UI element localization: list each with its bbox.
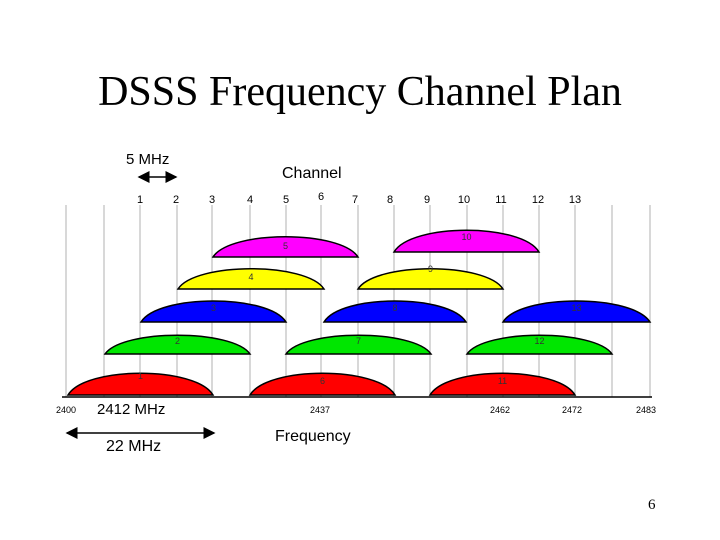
band-shape [284, 334, 433, 355]
band-shape [66, 372, 215, 396]
band-shape [428, 372, 577, 396]
channel-number: 13 [569, 194, 581, 206]
band-channel-5: 5 [211, 236, 360, 258]
channel-number: 7 [352, 194, 358, 206]
band-channel-3: 3 [139, 300, 288, 323]
band-shape [392, 229, 541, 253]
channel-axis-label: Channel [282, 165, 342, 182]
frequency-tick: 2472 [562, 405, 582, 415]
band-channel-1: 1 [66, 371, 215, 396]
band-shape [176, 268, 326, 290]
band-label: 7 [356, 336, 361, 346]
slide-title: DSSS Frequency Channel Plan [98, 69, 622, 115]
band-channel-11: 11 [428, 372, 577, 396]
frequency-tick: 2400 [56, 405, 76, 415]
channel-number: 3 [209, 194, 215, 206]
channel-number: 12 [532, 194, 544, 206]
channel-number: 11 [495, 194, 506, 206]
band-label: 10 [461, 232, 471, 242]
band-label: 4 [248, 272, 253, 282]
band-channel-10: 10 [392, 229, 541, 253]
width-label: 22 MHz [106, 438, 161, 455]
channel-number: 8 [387, 194, 393, 206]
channel-number: 10 [458, 194, 470, 206]
band-label: 8 [392, 303, 397, 313]
band-shape [248, 372, 397, 396]
band-shape [501, 300, 652, 323]
channel-number: 4 [247, 194, 253, 206]
center-frequency-label: 2412 MHz [97, 401, 165, 418]
channel-number: 5 [283, 194, 289, 206]
band-channel-12: 12 [465, 334, 614, 355]
band-label: 12 [534, 336, 544, 346]
band-channel-2: 2 [103, 334, 252, 355]
channel-number: 2 [173, 194, 179, 206]
band-channel-9: 9 [356, 264, 505, 290]
frequency-tick: 2437 [310, 405, 330, 415]
band-shape [211, 236, 360, 258]
frequency-axis-label: Frequency [275, 428, 351, 445]
page-number: 6 [648, 497, 656, 513]
channel-number: 1 [137, 194, 143, 206]
band-channel-4: 4 [176, 268, 326, 290]
band-shape [465, 334, 614, 355]
band-label: 11 [498, 376, 507, 386]
band-shape [139, 300, 288, 323]
frequency-tick: 2483 [636, 405, 656, 415]
band-label: 3 [211, 303, 216, 313]
band-label: 2 [175, 336, 180, 346]
channel-number: 9 [424, 194, 430, 206]
band-label: 9 [428, 264, 433, 274]
band-shape [322, 300, 468, 323]
band-channel-6: 6 [248, 372, 397, 396]
band-shape [356, 268, 505, 290]
band-label: 13 [571, 303, 581, 313]
frequency-tick: 2462 [490, 405, 510, 415]
band-label: 5 [283, 241, 288, 251]
channel-number: 6 [318, 191, 324, 203]
frequency-ticks: 2400 2437 2462 2472 2483 [56, 405, 656, 415]
band-channel-8: 8 [322, 300, 468, 323]
band-label: 1 [138, 371, 143, 381]
band-shape [103, 334, 252, 355]
band-label: 6 [320, 376, 325, 386]
band-channel-13: 13 [501, 300, 652, 323]
channel-numbers: 1 2 3 4 5 6 7 8 9 10 11 12 13 [137, 191, 581, 206]
band-channel-7: 7 [284, 334, 433, 355]
spacing-label: 5 MHz [126, 151, 169, 168]
